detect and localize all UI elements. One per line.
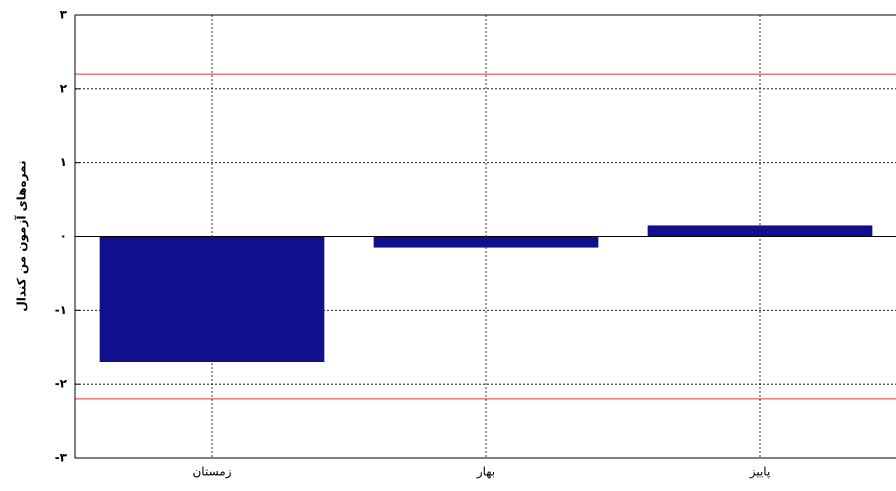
y-tick-label: -۳ (55, 451, 68, 465)
x-tick-label: پاییز (749, 465, 771, 480)
bar (647, 225, 873, 237)
bar (373, 236, 599, 248)
y-tick-label: -۲ (55, 377, 68, 391)
y-tick-label: ۳ (60, 8, 68, 22)
y-tick-label: ۰ (60, 229, 67, 243)
y-tick-label: -۱ (55, 303, 67, 317)
y-tick-label: ۱ (60, 155, 67, 169)
axis-frame (74, 14, 896, 459)
y-tick-label: ۲ (60, 81, 68, 95)
bar (99, 236, 325, 363)
x-tick-label: زمستان (192, 465, 231, 480)
x-tick-label: بهار (476, 465, 495, 480)
y-axis-label: نمره‌های آزمون من کندال (14, 160, 30, 311)
